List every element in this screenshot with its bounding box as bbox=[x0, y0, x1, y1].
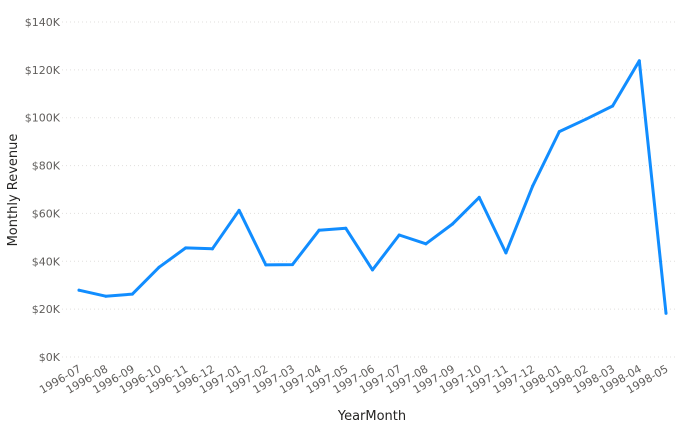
x-axis-title: YearMonth bbox=[337, 409, 406, 424]
data-point[interactable] bbox=[397, 233, 401, 237]
data-point[interactable] bbox=[344, 226, 348, 230]
data-point[interactable] bbox=[157, 265, 161, 269]
y-tick-label: $120K bbox=[25, 64, 61, 77]
y-tick-label: $80K bbox=[32, 160, 61, 173]
x-axis-ticks: 1996-071996-081996-091996-101996-111996-… bbox=[37, 362, 670, 396]
series-layer bbox=[77, 59, 668, 315]
y-tick-label: $60K bbox=[32, 207, 61, 220]
data-point[interactable] bbox=[637, 59, 641, 63]
data-point[interactable] bbox=[104, 294, 108, 298]
gridlines bbox=[62, 21, 676, 358]
data-point[interactable] bbox=[664, 311, 668, 315]
y-tick-label: $100K bbox=[25, 112, 61, 125]
data-point[interactable] bbox=[184, 246, 188, 250]
data-point[interactable] bbox=[611, 104, 615, 108]
data-point[interactable] bbox=[371, 268, 374, 272]
data-point[interactable] bbox=[317, 228, 321, 232]
data-point[interactable] bbox=[504, 251, 508, 255]
data-point[interactable] bbox=[584, 117, 588, 121]
data-point[interactable] bbox=[477, 195, 481, 199]
y-axis-title: Monthly Revenue bbox=[6, 134, 21, 247]
series-line bbox=[77, 59, 668, 315]
data-point[interactable] bbox=[210, 247, 214, 251]
data-point[interactable] bbox=[424, 242, 428, 246]
data-point[interactable] bbox=[557, 130, 561, 134]
data-point[interactable] bbox=[77, 288, 81, 292]
y-axis-ticks: $0K $20K $40K $60K $80K $100K $120K $140K bbox=[25, 16, 61, 364]
y-tick-label: $20K bbox=[32, 303, 61, 316]
y-tick-label: $40K bbox=[32, 255, 61, 268]
data-point[interactable] bbox=[531, 184, 535, 188]
data-point[interactable] bbox=[264, 263, 268, 267]
data-point[interactable] bbox=[237, 208, 241, 212]
y-tick-label: $140K bbox=[25, 16, 61, 29]
data-point[interactable] bbox=[130, 292, 134, 296]
y-tick-label: $0K bbox=[39, 351, 61, 364]
data-point[interactable] bbox=[290, 263, 294, 267]
data-point[interactable] bbox=[451, 222, 455, 226]
